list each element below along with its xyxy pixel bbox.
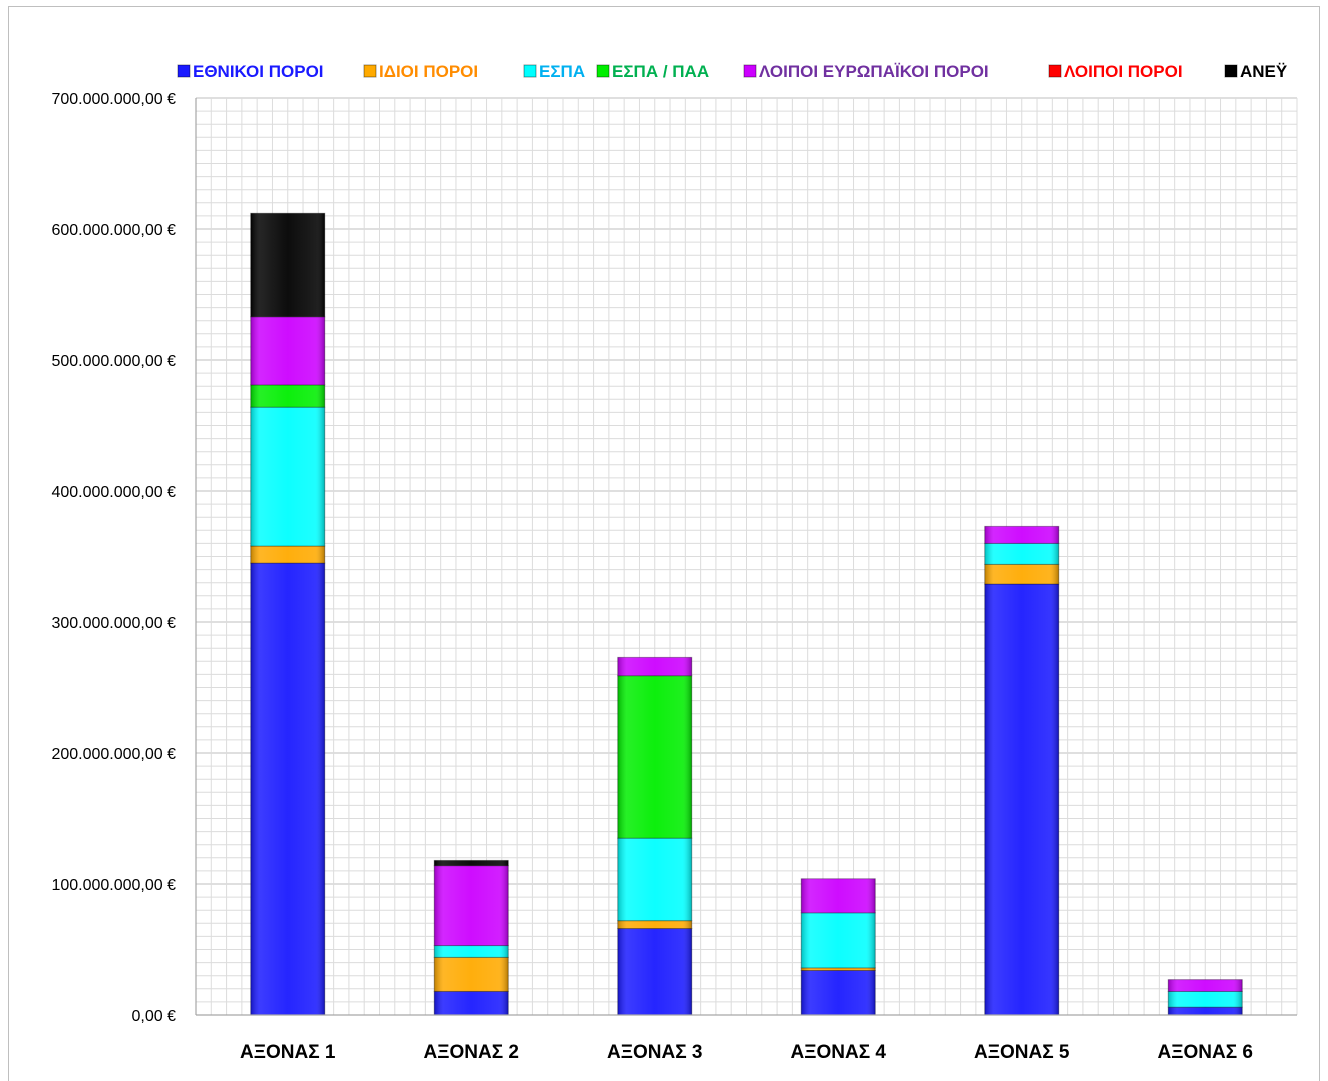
x-tick-label: ΑΞΟΝΑΣ 5 <box>974 1042 1070 1063</box>
bar-segment-shading <box>250 316 325 385</box>
axes <box>195 98 1297 1016</box>
y-tick-label: 0,00 € <box>132 1008 177 1025</box>
y-tick-label: 500.000.000,00 € <box>51 353 176 370</box>
bar-segment-shading <box>801 878 876 913</box>
bar-segment-shading <box>250 563 325 1015</box>
legend-label: ΛΟΙΠΟΙ ΕΥΡΩΠΑΪΚΟΙ ΠΟΡΟΙ <box>759 62 989 81</box>
y-axis-ticks: 0,00 € 100.000.000,00 € 200.000.000,00 € 30… <box>51 91 176 1025</box>
bar-segment-shading <box>617 838 692 921</box>
bar-segment-shading <box>617 920 692 929</box>
bar-segment-shading <box>984 564 1059 585</box>
x-tick-label: ΑΞΟΝΑΣ 1 <box>240 1042 336 1063</box>
bar-segment-shading <box>1168 991 1243 1008</box>
gridlines <box>195 97 1298 1016</box>
bar-segment-shading <box>250 213 325 317</box>
legend-label: ΛΟΙΠΟΙ ΠΟΡΟΙ <box>1064 62 1183 81</box>
y-tick-label: 600.000.000,00 € <box>51 222 176 239</box>
y-tick-label: 400.000.000,00 € <box>51 484 176 501</box>
bar-segment-shading <box>984 584 1059 1015</box>
bar-segment-shading <box>250 407 325 547</box>
legend-swatch <box>363 64 377 78</box>
bar-segment-shading <box>434 957 509 992</box>
bar-segment-shading <box>434 860 509 866</box>
bar-segment-shading <box>250 384 325 408</box>
bar-segment-shading <box>434 991 509 1015</box>
y-tick-label: 200.000.000,00 € <box>51 746 176 763</box>
legend-label: ΕΘΝΙΚΟΙ ΠΟΡΟΙ <box>193 62 324 81</box>
bar-segment-shading <box>617 657 692 676</box>
y-tick-label: 700.000.000,00 € <box>51 91 176 108</box>
bar-segment-shading <box>984 543 1059 565</box>
bar-segment-shading <box>434 945 509 958</box>
legend-label: ΕΣΠΑ <box>539 62 585 81</box>
legend-label: ΑΝΕΫ <box>1240 62 1288 81</box>
bar-segment-shading <box>1168 1007 1243 1015</box>
y-tick-label: 300.000.000,00 € <box>51 615 176 632</box>
x-tick-label: ΑΞΟΝΑΣ 6 <box>1158 1042 1253 1063</box>
bar-segment-shading <box>1168 979 1243 992</box>
legend-swatch <box>596 64 610 78</box>
bar-segment-shading <box>801 912 876 968</box>
x-tick-label: ΑΞΟΝΑΣ 2 <box>424 1042 519 1063</box>
legend-label: ΙΔΙΟΙ ΠΟΡΟΙ <box>379 62 478 81</box>
y-tick-label: 100.000.000,00 € <box>51 877 176 894</box>
bar-segment-shading <box>801 967 876 971</box>
legend: ΕΘΝΙΚΟΙ ΠΟΡΟΙ ΙΔΙΟΙ ΠΟΡΟΙ ΕΣΠΑ ΕΣΠΑ / ΠΑΑ ΛΟ… <box>177 62 1288 81</box>
x-axis-ticks: ΑΞΟΝΑΣ 1 ΑΞΟΝΑΣ 2 ΑΞΟΝΑΣ 3 ΑΞΟΝΑΣ 4 ΑΞΟΝΑΣ 5… <box>240 1042 1253 1063</box>
legend-label: ΕΣΠΑ / ΠΑΑ <box>612 62 709 81</box>
bar-segment-shading <box>617 675 692 839</box>
legend-swatch <box>1048 64 1062 78</box>
bar-segment-shading <box>434 865 509 946</box>
legend-swatch <box>743 64 757 78</box>
x-tick-label: ΑΞΟΝΑΣ 4 <box>791 1042 887 1063</box>
bar-segment-shading <box>801 970 876 1015</box>
bar-segment-shading <box>984 526 1059 544</box>
legend-swatch <box>523 64 537 78</box>
bar-segment-shading <box>617 928 692 1015</box>
legend-swatch <box>177 64 191 78</box>
bars <box>250 212 1243 1016</box>
x-tick-label: ΑΞΟΝΑΣ 3 <box>607 1042 702 1063</box>
legend-swatch <box>1224 64 1238 78</box>
bar-segment-shading <box>250 546 325 564</box>
